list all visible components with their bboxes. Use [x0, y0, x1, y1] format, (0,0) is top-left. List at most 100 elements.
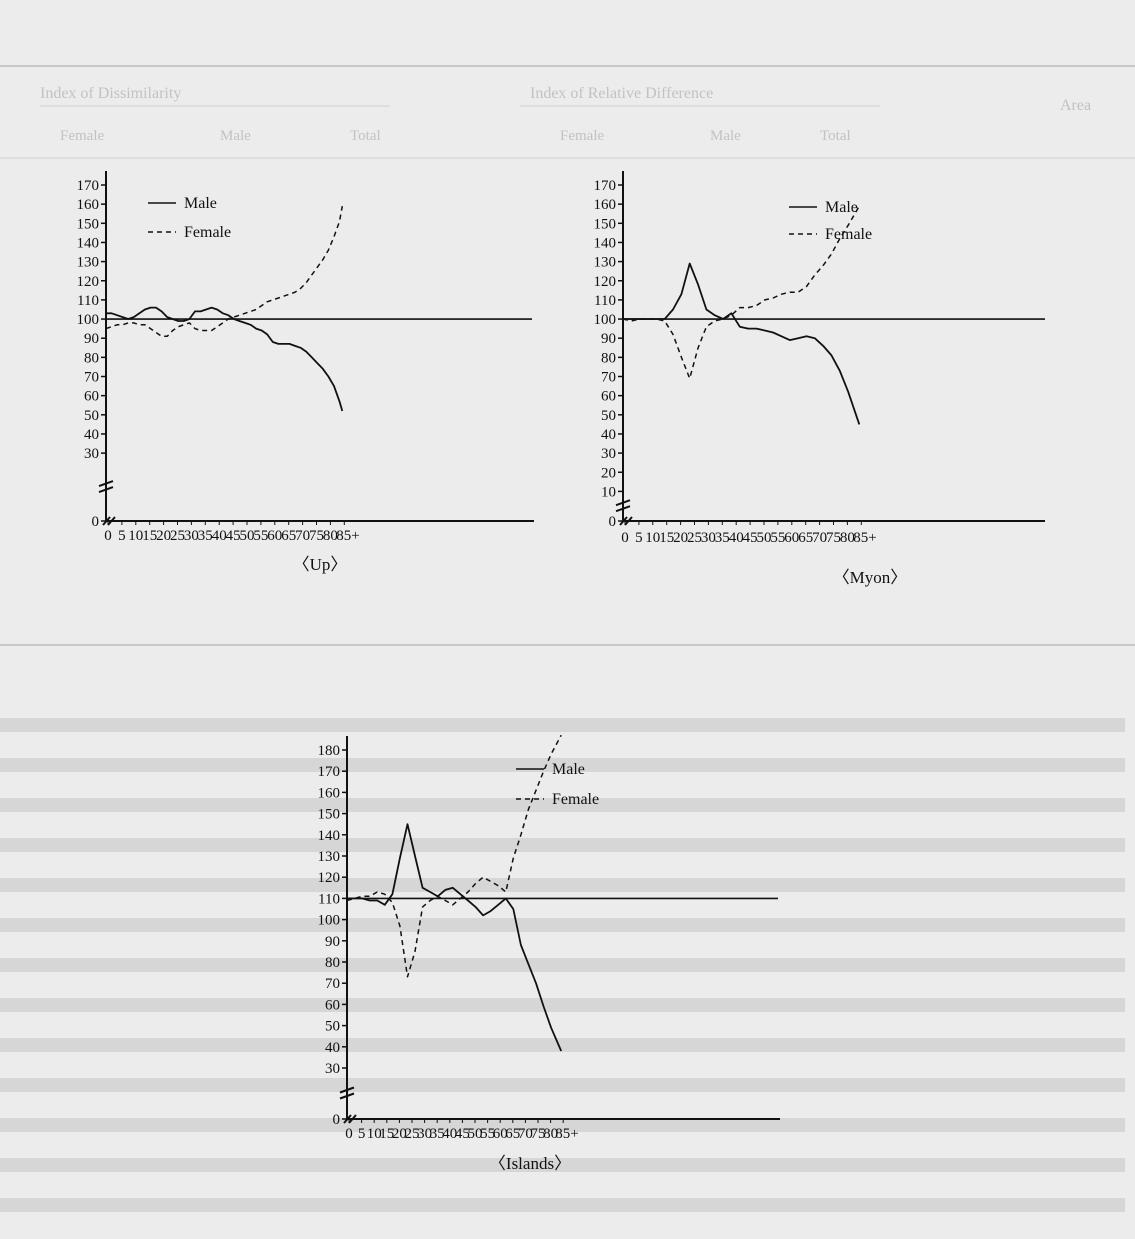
y-tick-label: 0 — [92, 514, 100, 530]
x-tick-label: 35 — [430, 1126, 445, 1142]
legend-label-female: Female — [825, 226, 872, 243]
series-line-female — [346, 734, 562, 978]
y-tick-label: 0 — [609, 514, 617, 530]
x-tick-label: 65 — [505, 1126, 520, 1142]
y-tick-label: 100 — [77, 312, 100, 328]
y-tick-label: 110 — [594, 293, 616, 309]
x-tick-label: 30 — [417, 1126, 432, 1142]
x-tick-label: 45 — [743, 530, 758, 546]
x-tick-label: 85+ — [853, 530, 876, 546]
y-tick-label: 70 — [601, 370, 616, 386]
x-tick-label: 80 — [543, 1126, 558, 1142]
y-tick-label: 100 — [318, 913, 341, 929]
series-line-male — [623, 262, 861, 425]
y-tick-label: 80 — [325, 955, 340, 971]
x-tick-label: 25 — [170, 528, 185, 544]
x-tick-label: 55 — [480, 1126, 495, 1142]
x-tick-label: 55 — [253, 528, 268, 544]
x-tick-label: 80 — [323, 528, 338, 544]
x-tick-label: 75 — [531, 1126, 546, 1142]
y-tick-label: 140 — [318, 828, 341, 844]
chart-myon: 1701601501401301201101009080706050403020… — [594, 171, 1045, 587]
x-tick-label: 10 — [367, 1126, 382, 1142]
x-tick-label: 15 — [142, 528, 157, 544]
x-tick-label: 15 — [379, 1126, 394, 1142]
x-tick-label: 0 — [621, 530, 629, 546]
y-tick-label: 20 — [601, 465, 616, 481]
x-tick-label: 0 — [104, 528, 112, 544]
chart-title: 〈Myon〉 — [833, 568, 908, 587]
y-tick-label: 30 — [601, 446, 616, 462]
y-tick-label: 90 — [84, 331, 99, 347]
y-tick-label: 160 — [77, 197, 100, 213]
y-tick-label: 60 — [325, 997, 340, 1013]
y-tick-label: 40 — [325, 1040, 340, 1056]
y-tick-label: 60 — [601, 389, 616, 405]
y-tick-label: 130 — [594, 255, 617, 271]
y-tick-label: 100 — [594, 312, 617, 328]
y-tick-label: 70 — [325, 976, 340, 992]
legend-label-female: Female — [184, 224, 231, 241]
y-tick-label: 170 — [318, 764, 341, 780]
x-tick-label: 25 — [687, 530, 702, 546]
series-line-male — [106, 306, 344, 412]
y-tick-label: 120 — [318, 870, 341, 886]
chart-title: 〈Islands〉 — [489, 1154, 571, 1173]
x-tick-label: 60 — [267, 528, 282, 544]
y-tick-label: 90 — [601, 331, 616, 347]
y-tick-label: 150 — [77, 216, 100, 232]
y-tick-label: 60 — [84, 389, 99, 405]
x-tick-label: 60 — [784, 530, 799, 546]
y-tick-label: 80 — [84, 350, 99, 366]
y-tick-label: 130 — [318, 849, 341, 865]
x-tick-label: 35 — [715, 530, 730, 546]
x-tick-label: 40 — [212, 528, 227, 544]
series-line-female — [622, 205, 860, 380]
y-tick-label: 170 — [77, 178, 100, 194]
x-tick-label: 5 — [118, 528, 126, 544]
y-tick-label: 40 — [84, 427, 99, 443]
x-tick-label: 65 — [798, 530, 813, 546]
chart-islands: 1801701601501401301201101009080706050403… — [318, 734, 780, 1173]
x-tick-label: 10 — [128, 528, 143, 544]
x-tick-label: 40 — [729, 530, 744, 546]
x-axis-break-mark — [343, 1114, 357, 1124]
x-tick-label: 20 — [673, 530, 688, 546]
axis-break-mark — [339, 1086, 355, 1100]
y-tick-label: 0 — [333, 1112, 341, 1128]
background-subheader-female-2: Female — [60, 128, 104, 144]
axis-break-mark — [98, 480, 114, 493]
x-tick-label: 25 — [405, 1126, 420, 1142]
x-tick-label: 80 — [840, 530, 855, 546]
x-tick-label: 20 — [392, 1126, 407, 1142]
x-tick-label: 35 — [198, 528, 213, 544]
x-tick-label: 55 — [770, 530, 785, 546]
y-tick-label: 10 — [601, 484, 616, 500]
y-tick-label: 170 — [594, 178, 617, 194]
y-tick-label: 120 — [77, 274, 100, 290]
background-table: Area Index of Relative Difference Index … — [0, 65, 1135, 646]
legend-label-female: Female — [552, 791, 599, 808]
y-tick-label: 80 — [601, 350, 616, 366]
x-tick-label: 65 — [281, 528, 296, 544]
y-tick-label: 110 — [77, 293, 99, 309]
y-tick-label: 140 — [594, 235, 617, 251]
x-tick-label: 70 — [295, 528, 310, 544]
y-tick-label: 50 — [84, 408, 99, 424]
x-tick-label: 70 — [812, 530, 827, 546]
x-tick-label: 20 — [156, 528, 171, 544]
series-line-male — [347, 823, 563, 1052]
y-tick-label: 150 — [594, 216, 617, 232]
background-header-dissimilarity: Index of Dissimilarity — [40, 85, 181, 102]
x-tick-label: 50 — [757, 530, 772, 546]
x-tick-label: 50 — [240, 528, 255, 544]
y-tick-label: 90 — [325, 934, 340, 950]
legend-label-male: Male — [552, 761, 585, 778]
x-tick-label: 85+ — [336, 528, 359, 544]
y-tick-label: 40 — [601, 427, 616, 443]
x-tick-label: 75 — [309, 528, 324, 544]
chart-up: 170 160 150 140 130 120 110 100 90 80 70 60 50 40 30 00… — [77, 171, 534, 574]
x-tick-label: 5 — [358, 1126, 366, 1142]
y-tick-label: 120 — [594, 274, 617, 290]
y-tick-label: 150 — [318, 807, 341, 823]
